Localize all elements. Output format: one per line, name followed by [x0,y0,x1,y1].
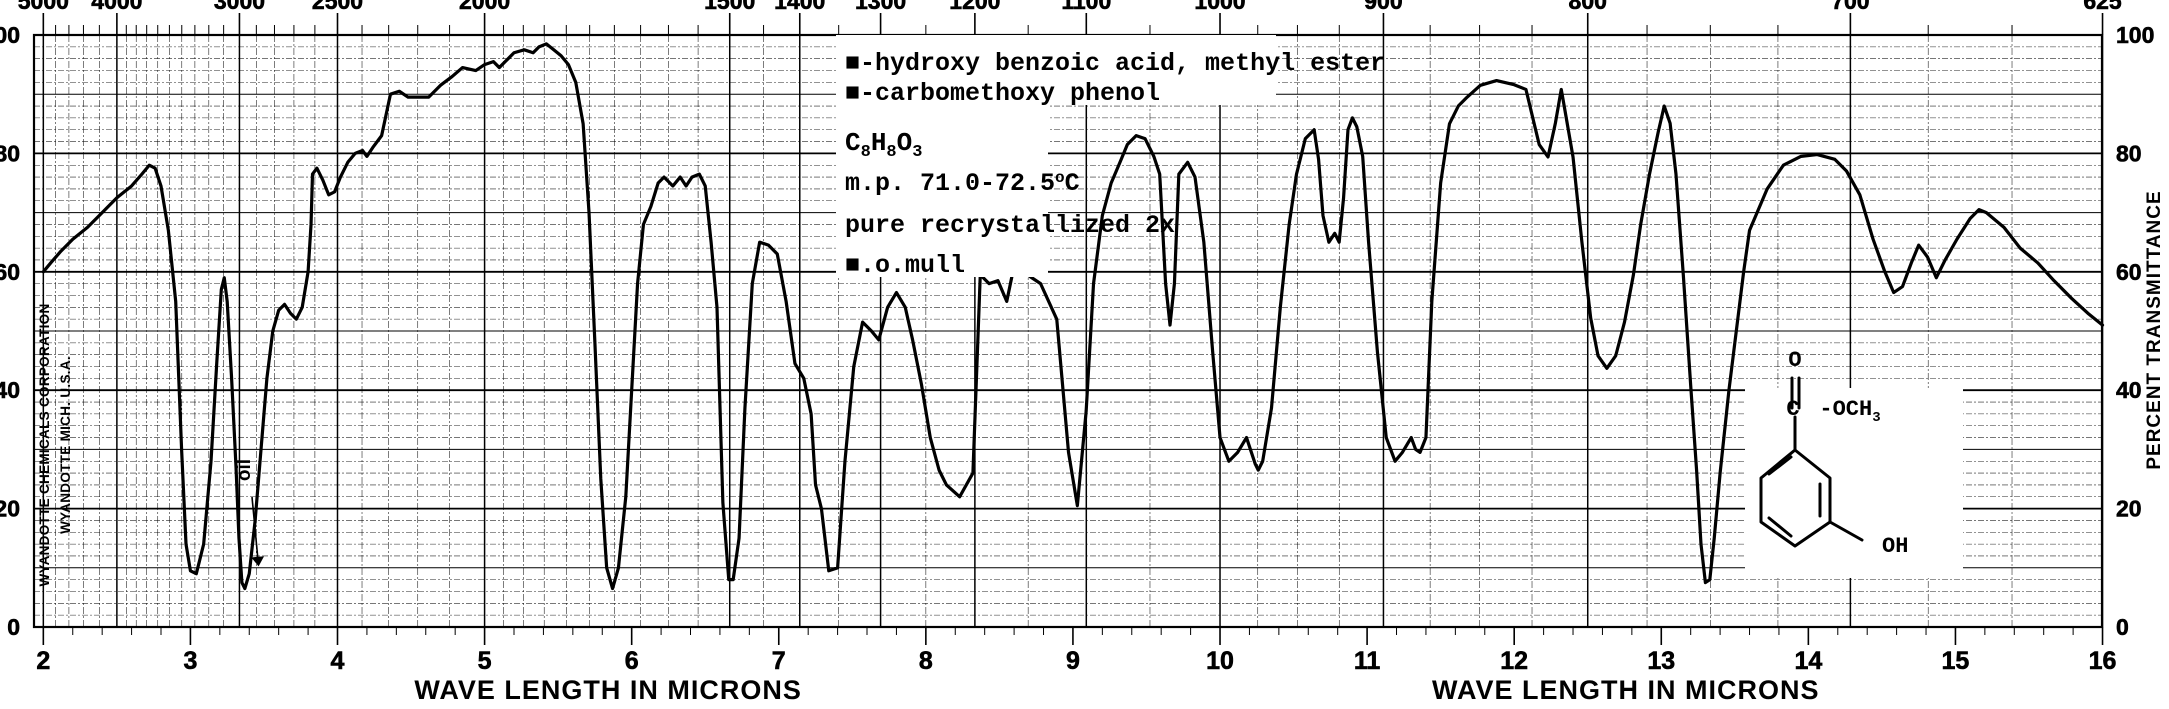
svg-text:600 1: 600 1 [1929,0,1987,3]
svg-text:14: 14 [1794,647,1822,675]
svg-text:8: 8 [919,647,933,675]
svg-text:5: 5 [478,647,492,675]
svg-text:WAVE LENGTH IN MICRONS: WAVE LENGTH IN MICRONS [414,675,802,705]
svg-text:12: 12 [1500,647,1528,675]
svg-text:0: 0 [2116,614,2129,640]
svg-text:60: 60 [2116,259,2142,285]
svg-text:pure recrystallized 2x: pure recrystallized 2x [845,211,1175,240]
svg-text:-OCH3: -OCH3 [1819,397,1880,426]
svg-text:C8H8O3: C8H8O3 [845,128,922,162]
svg-text:■-carbomethoxy phenol: ■-carbomethoxy phenol [845,79,1160,108]
svg-text:20: 20 [0,496,20,522]
svg-text:5000: 5000 [18,0,69,14]
svg-text:oil: oil [234,459,255,481]
svg-text:700: 700 [1831,0,1869,14]
svg-text:WAVE LENGTH IN MICRONS: WAVE LENGTH IN MICRONS [1432,675,1820,705]
svg-text:1300: 1300 [855,0,906,14]
svg-text:1500: 1500 [704,0,755,14]
svg-text:100: 100 [2116,22,2154,48]
svg-text:13: 13 [1647,647,1675,675]
svg-text:■-hydroxy benzoic acid, methyl: ■-hydroxy benzoic acid, methyl ester [845,49,1385,78]
svg-text:15: 15 [1942,647,1970,675]
svg-text:1400: 1400 [774,0,825,14]
svg-text:100: 100 [0,22,20,48]
svg-text:m.p. 71.0-72.5oC: m.p. 71.0-72.5oC [845,169,1080,198]
svg-text:OH: OH [1882,534,1908,559]
svg-text:C: C [1786,397,1799,422]
svg-text:16: 16 [2089,647,2117,675]
svg-text:2: 2 [36,647,50,675]
svg-text:10: 10 [1206,647,1234,675]
svg-text:800: 800 [1569,0,1607,14]
svg-text:PERCENT TRANSMITTANCE: PERCENT TRANSMITTANCE [2144,190,2165,469]
svg-text:3000: 3000 [214,0,265,14]
svg-text:6: 6 [625,647,639,675]
svg-text:4: 4 [331,647,345,675]
svg-text:40: 40 [0,377,20,403]
svg-text:2000: 2000 [459,0,510,14]
svg-text:4000: 4000 [91,0,142,14]
svg-text:80: 80 [0,140,20,166]
svg-text:9: 9 [1066,647,1080,675]
svg-text:900: 900 [1364,0,1402,14]
svg-text:2500: 2500 [312,0,363,14]
svg-text:0: 0 [7,614,20,640]
svg-text:WYANDOTTE CHEMICALS CORPORATIO: WYANDOTTE CHEMICALS CORPORATION [37,303,52,586]
svg-text:80: 80 [2116,140,2142,166]
svg-text:1000: 1000 [1194,0,1245,14]
svg-text:40: 40 [2116,377,2142,403]
svg-text:60: 60 [0,259,20,285]
svg-text:1200: 1200 [949,0,1000,14]
svg-text:3: 3 [183,647,197,675]
svg-text:O: O [1788,348,1801,373]
svg-text:11: 11 [1354,647,1381,675]
svg-text:625: 625 [2083,0,2122,14]
svg-text:20: 20 [2116,496,2142,522]
svg-text:7: 7 [772,647,786,675]
svg-text:WYANDOTTE MICH. U.S.A.: WYANDOTTE MICH. U.S.A. [58,356,73,534]
svg-text:■.o.mull: ■.o.mull [845,251,965,280]
svg-text:1100: 1100 [1061,0,1111,14]
